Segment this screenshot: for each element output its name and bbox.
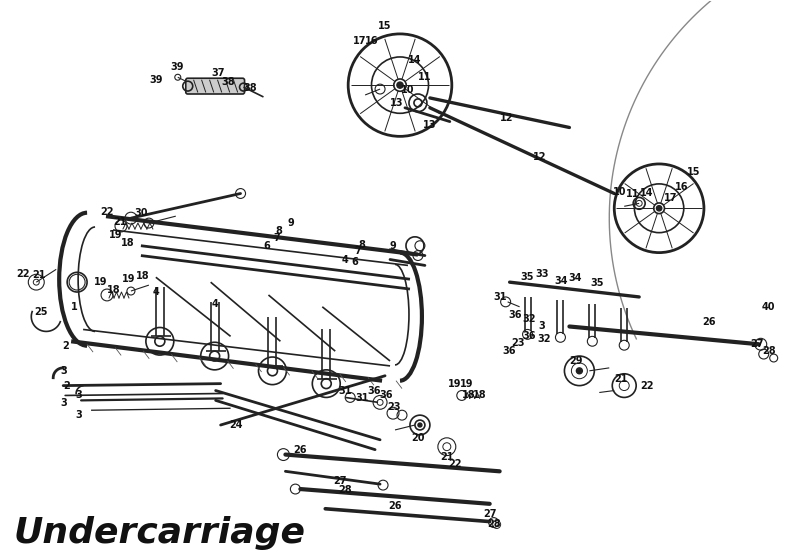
Text: 11: 11: [626, 189, 639, 199]
Text: 2: 2: [62, 341, 69, 351]
Text: 27: 27: [750, 339, 763, 349]
Circle shape: [576, 368, 582, 374]
Text: 23: 23: [511, 338, 524, 348]
Text: 22: 22: [640, 381, 654, 391]
Text: 19: 19: [122, 274, 136, 284]
Text: 15: 15: [378, 21, 392, 31]
Text: 38: 38: [222, 77, 235, 87]
Text: 16: 16: [366, 36, 379, 46]
Text: 18: 18: [462, 391, 475, 401]
Text: 24: 24: [229, 420, 242, 430]
Circle shape: [418, 423, 422, 427]
Text: 16: 16: [675, 181, 689, 191]
Text: 35: 35: [590, 278, 604, 288]
Text: 31: 31: [493, 292, 506, 302]
Text: 19: 19: [460, 379, 474, 388]
Text: 39: 39: [170, 62, 183, 72]
Text: 7: 7: [273, 233, 280, 243]
Text: 20: 20: [411, 433, 425, 443]
Text: 36: 36: [509, 310, 522, 320]
Text: 32: 32: [522, 314, 536, 324]
Text: 7: 7: [354, 246, 362, 256]
Text: 4: 4: [342, 255, 349, 265]
Text: 22: 22: [17, 269, 30, 279]
FancyBboxPatch shape: [186, 78, 245, 94]
Text: 26: 26: [388, 501, 402, 511]
Text: 31: 31: [355, 393, 369, 403]
Text: 14: 14: [408, 56, 422, 65]
Text: 29: 29: [570, 356, 583, 366]
Text: 28: 28: [338, 485, 352, 495]
Text: 14: 14: [640, 189, 654, 199]
Text: 38: 38: [244, 83, 258, 93]
Text: 17: 17: [664, 194, 678, 204]
Circle shape: [397, 82, 403, 88]
Text: 33: 33: [536, 269, 550, 279]
Text: 18: 18: [473, 391, 486, 401]
Text: 3: 3: [76, 410, 82, 420]
Text: 28: 28: [762, 346, 775, 356]
Text: 36: 36: [522, 331, 536, 341]
Text: 17: 17: [354, 36, 367, 46]
Text: 40: 40: [762, 302, 775, 312]
Text: 3: 3: [61, 366, 67, 376]
Text: 6: 6: [263, 241, 270, 251]
Text: 15: 15: [687, 167, 701, 177]
Text: 36: 36: [503, 346, 516, 356]
Text: 19: 19: [94, 277, 108, 287]
Text: 18: 18: [107, 285, 121, 295]
Text: 21: 21: [33, 270, 46, 280]
Text: 13: 13: [390, 98, 404, 108]
Text: 10: 10: [613, 186, 626, 196]
Text: 21: 21: [114, 217, 126, 227]
Text: 21: 21: [614, 374, 628, 384]
Text: 26: 26: [294, 445, 307, 455]
Text: 1: 1: [70, 302, 78, 312]
Text: 4: 4: [153, 287, 159, 297]
Text: 9: 9: [287, 218, 294, 228]
Text: 22: 22: [448, 460, 462, 470]
Text: 6: 6: [352, 258, 358, 268]
Circle shape: [657, 205, 662, 211]
Text: 8: 8: [275, 226, 282, 236]
Text: 19: 19: [448, 379, 462, 388]
Text: 8: 8: [358, 240, 366, 250]
Text: 36: 36: [367, 386, 381, 396]
Text: 19: 19: [110, 230, 122, 240]
Text: 3: 3: [61, 398, 67, 408]
Text: 11: 11: [418, 72, 432, 82]
Text: 10: 10: [402, 85, 414, 95]
Text: 27: 27: [483, 509, 497, 519]
Text: Undercarriage: Undercarriage: [14, 516, 306, 551]
Text: 13: 13: [423, 119, 437, 129]
Text: 22: 22: [100, 207, 114, 217]
Text: 9: 9: [390, 241, 396, 251]
Text: 3: 3: [538, 321, 545, 331]
Text: 34: 34: [554, 276, 568, 286]
Text: 30: 30: [134, 208, 148, 218]
Text: 39: 39: [149, 75, 162, 85]
Text: 26: 26: [702, 316, 716, 326]
Text: 27: 27: [334, 476, 347, 486]
Text: 12: 12: [533, 152, 546, 162]
Text: 23: 23: [387, 402, 401, 412]
Text: 18: 18: [121, 238, 134, 248]
Text: 3: 3: [76, 391, 82, 401]
Text: 4: 4: [211, 299, 218, 309]
Text: 36: 36: [379, 391, 393, 401]
Text: 28: 28: [487, 518, 501, 528]
Text: 12: 12: [500, 113, 514, 123]
Text: 21: 21: [440, 452, 454, 462]
Text: 32: 32: [538, 334, 551, 344]
Text: 31: 31: [338, 386, 352, 396]
Text: 37: 37: [211, 68, 224, 78]
Text: 25: 25: [34, 307, 48, 317]
Text: 35: 35: [521, 273, 534, 282]
Text: 34: 34: [569, 273, 582, 283]
Text: 18: 18: [136, 271, 150, 281]
Text: 2: 2: [62, 381, 70, 391]
